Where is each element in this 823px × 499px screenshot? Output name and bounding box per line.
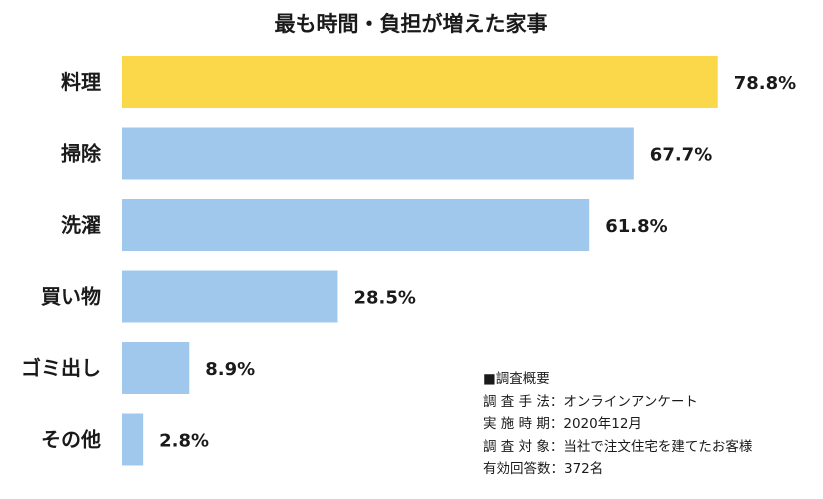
survey-responses: 有効回答数：372名 [483,461,604,477]
category-label: 掃除 [61,142,102,166]
category-label: ゴミ出し [21,356,101,380]
value-label: 67.7% [650,145,712,166]
value-label: 61.8% [605,216,667,237]
chart-title: 最も時間・負担が増えた家事 [275,12,548,36]
bar-6 [122,413,144,466]
bar-5 [122,342,190,394]
survey-period: 実 施 時 期：2020年12月 [483,416,642,432]
category-label: 洗濯 [61,213,101,237]
bar-2 [122,127,634,180]
value-label: 2.8% [159,431,209,452]
survey-heading: ■調査概要 [483,371,550,387]
bar-4 [122,270,338,323]
survey-method: 調 査 手 法：オンラインアンケート [483,393,698,410]
category-label: 買い物 [41,285,101,309]
value-label: 78.8% [734,73,796,94]
survey-target: 調 査 対 象：当社で注文住宅を建てたお客様 [483,438,753,455]
value-label: 8.9% [205,359,255,380]
survey-summary: ■調査概要 調 査 手 法：オンラインアンケート 実 施 時 期：2020年12… [483,368,813,481]
bar-1 [122,56,718,108]
category-label: その他 [41,428,101,452]
value-label: 28.5% [353,288,415,309]
bar-3 [122,199,590,251]
category-label: 料理 [61,70,101,94]
